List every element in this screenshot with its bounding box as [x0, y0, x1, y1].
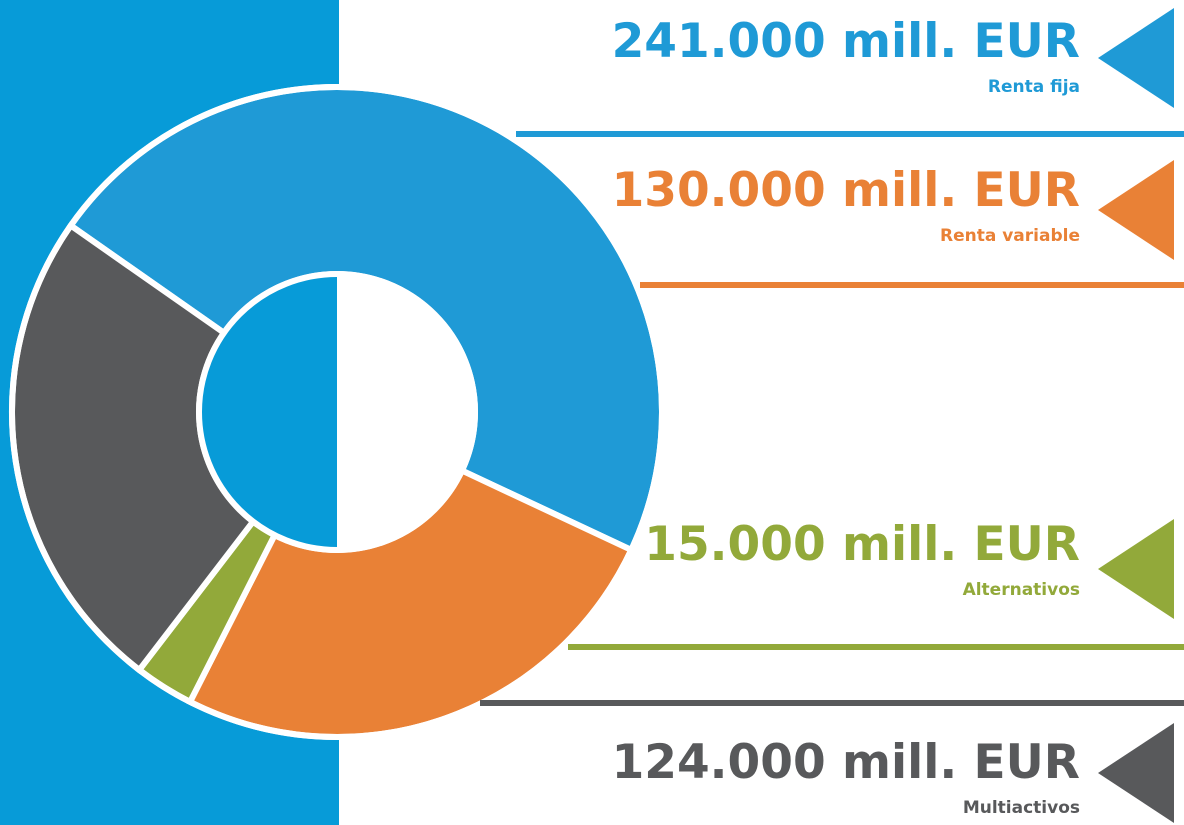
donut-hole [196, 271, 478, 553]
donut-hole-right [337, 274, 475, 550]
donut-hole-left [199, 274, 337, 550]
amount-renta-variable: 130.000 mill. EUR [611, 163, 1080, 218]
amount-alternativos: 15.000 mill. EUR [644, 517, 1080, 572]
amount-multiactivos: 124.000 mill. EUR [611, 735, 1080, 790]
donut-segments [9, 84, 665, 740]
arrow-renta-fija-icon [1098, 8, 1174, 108]
amount-renta-fija: 241.000 mill. EUR [611, 14, 1080, 69]
divider-alternativos [568, 644, 1184, 650]
entry-renta-variable: 130.000 mill. EUR Renta variable [612, 163, 1080, 247]
label-renta-variable: Renta variable [939, 226, 1080, 246]
label-renta-fija: Renta fija [987, 77, 1080, 97]
donut-hole-outline [196, 271, 478, 553]
arrow-multiactivos-icon [1098, 723, 1174, 823]
label-alternativos: Alternativos [962, 580, 1080, 600]
entry-alternativos: 15.000 mill. EUR Alternativos [644, 517, 1080, 601]
label-multiactivos: Multiactivos [962, 798, 1080, 818]
entry-multiactivos: 124.000 mill. EUR Multiactivos [612, 735, 1080, 819]
divider-multiactivos [480, 700, 1184, 706]
entry-renta-fija: 241.000 mill. EUR Renta fija [612, 14, 1080, 98]
arrow-alternativos-icon [1098, 519, 1174, 619]
divider-renta-variable [640, 282, 1184, 288]
divider-renta-fija [516, 131, 1184, 137]
arrow-renta-variable-icon [1098, 160, 1174, 260]
donut-outer-ring [9, 84, 665, 740]
